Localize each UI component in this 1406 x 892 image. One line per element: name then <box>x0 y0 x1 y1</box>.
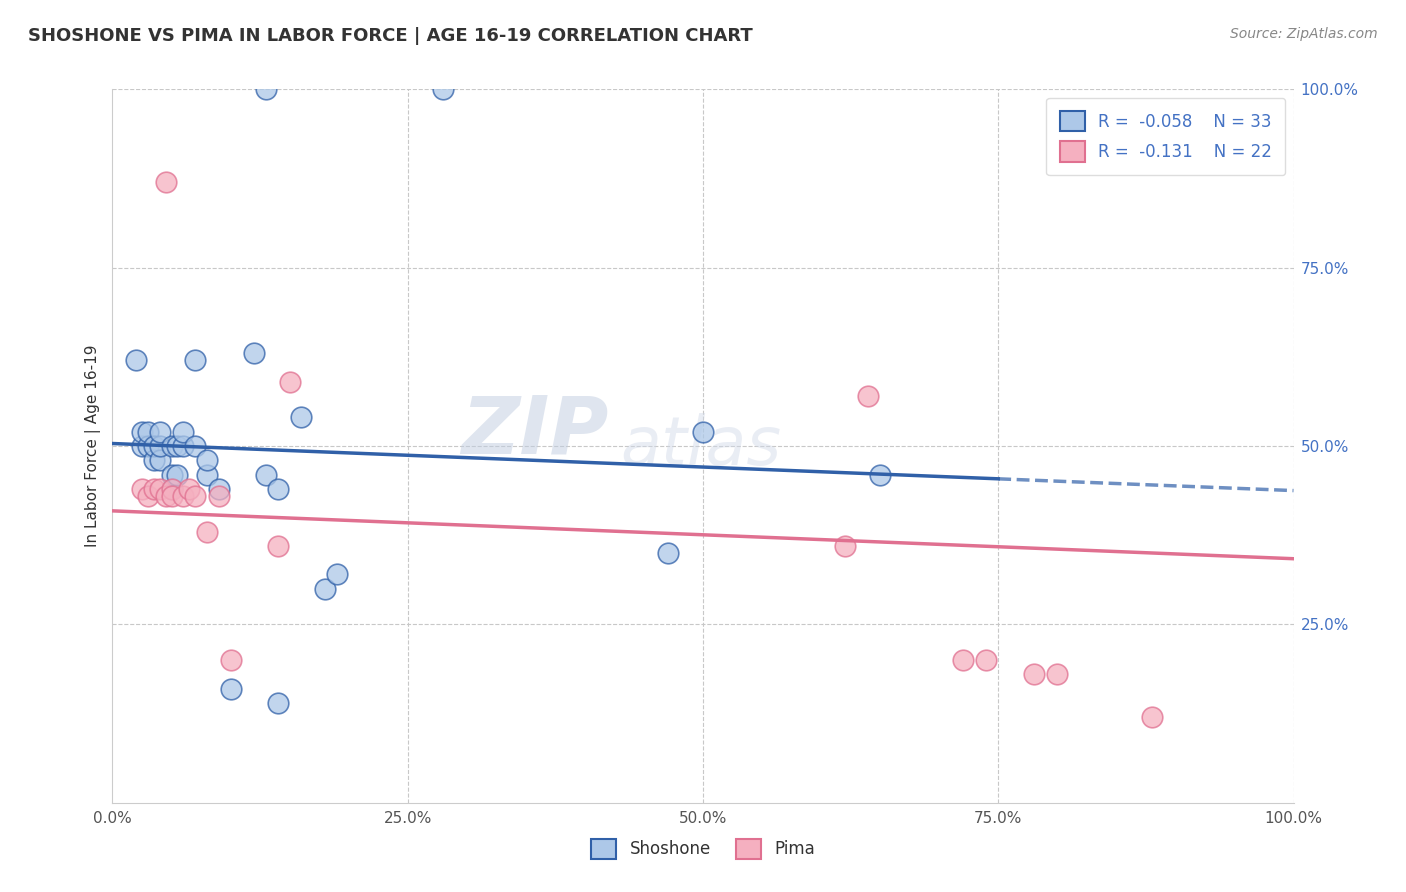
Point <box>267 696 290 710</box>
Point <box>172 489 194 503</box>
Point <box>195 467 218 482</box>
Point <box>172 439 194 453</box>
Point <box>267 482 290 496</box>
Point <box>326 567 349 582</box>
Point <box>1140 710 1163 724</box>
Point <box>136 439 159 453</box>
Point <box>657 546 679 560</box>
Point <box>184 353 207 368</box>
Point <box>142 482 165 496</box>
Text: SHOSHONE VS PIMA IN LABOR FORCE | AGE 16-19 CORRELATION CHART: SHOSHONE VS PIMA IN LABOR FORCE | AGE 16… <box>28 27 752 45</box>
Point <box>278 375 301 389</box>
Point <box>131 482 153 496</box>
Point <box>149 453 172 467</box>
Point <box>692 425 714 439</box>
Point <box>432 82 454 96</box>
Point <box>952 653 974 667</box>
Point <box>160 489 183 503</box>
Point <box>166 467 188 482</box>
Point <box>125 353 148 368</box>
Point <box>131 425 153 439</box>
Point <box>243 346 266 360</box>
Point <box>160 467 183 482</box>
Point <box>160 439 183 453</box>
Point <box>254 467 277 482</box>
Point <box>976 653 998 667</box>
Point <box>858 389 880 403</box>
Point <box>149 482 172 496</box>
Point <box>834 539 856 553</box>
Point <box>142 439 165 453</box>
Point <box>155 489 177 503</box>
Point <box>219 681 242 696</box>
Text: Source: ZipAtlas.com: Source: ZipAtlas.com <box>1230 27 1378 41</box>
Y-axis label: In Labor Force | Age 16-19: In Labor Force | Age 16-19 <box>86 344 101 548</box>
Point <box>208 482 231 496</box>
Point <box>254 82 277 96</box>
Point <box>179 482 201 496</box>
Point <box>184 439 207 453</box>
Point <box>172 425 194 439</box>
Point <box>155 175 177 189</box>
Legend: Shoshone, Pima: Shoshone, Pima <box>585 832 821 866</box>
Point <box>149 425 172 439</box>
Point <box>1022 667 1045 681</box>
Point <box>131 439 153 453</box>
Point <box>160 482 183 496</box>
Point <box>136 489 159 503</box>
Point <box>869 467 891 482</box>
Point <box>208 489 231 503</box>
Text: atlas: atlas <box>620 413 782 479</box>
Point <box>160 482 183 496</box>
Text: ZIP: ZIP <box>461 392 609 471</box>
Point <box>267 539 290 553</box>
Point <box>314 582 336 596</box>
Point <box>142 453 165 467</box>
Point <box>290 410 312 425</box>
Point <box>195 453 218 467</box>
Point <box>195 524 218 539</box>
Point <box>166 439 188 453</box>
Point <box>219 653 242 667</box>
Point <box>136 425 159 439</box>
Point <box>184 489 207 503</box>
Point <box>1046 667 1069 681</box>
Point <box>149 439 172 453</box>
